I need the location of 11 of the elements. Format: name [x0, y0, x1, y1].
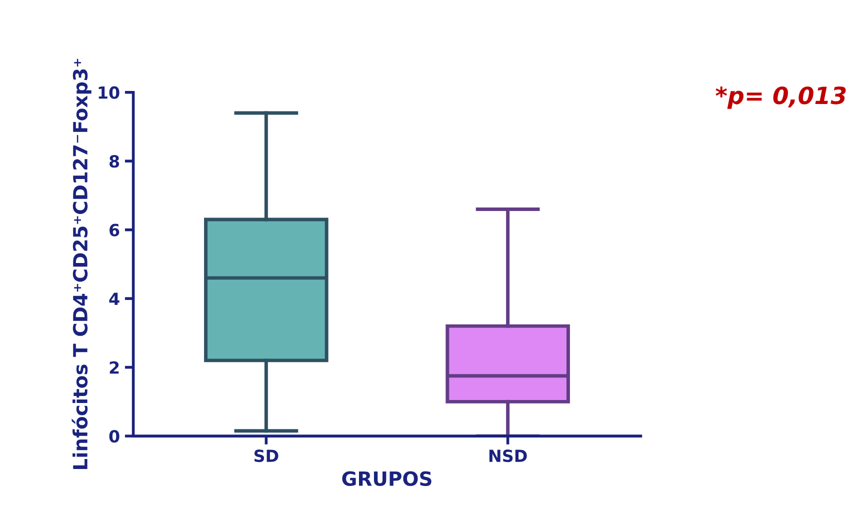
x-tick-label: SD [254, 450, 278, 462]
y-tick-label: 0 [109, 430, 120, 443]
y-axis-title: Linfócitos T CD4⁺CD25⁺CD127⁻Foxp3⁺ [72, 58, 92, 470]
x-axis-title: GRUPOS [342, 471, 432, 486]
y-tick-label: 4 [109, 292, 120, 305]
y-tick-label: 6 [110, 224, 120, 236]
y-tick-label: 10 [98, 86, 120, 99]
y-tick-label: 2 [110, 361, 119, 374]
y-tick-label: 8 [110, 155, 120, 168]
text: *p= 0,013 [716, 86, 846, 109]
x-tick-label: NSD [489, 450, 527, 462]
